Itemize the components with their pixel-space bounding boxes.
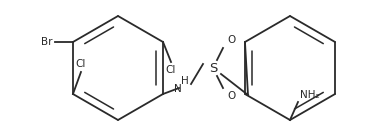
- Text: N: N: [174, 84, 182, 94]
- Text: H: H: [181, 76, 189, 86]
- Text: Br: Br: [41, 37, 53, 47]
- Text: Cl: Cl: [166, 65, 176, 75]
- Text: O: O: [227, 35, 235, 45]
- Text: Cl: Cl: [76, 59, 86, 69]
- Text: O: O: [227, 91, 235, 101]
- Text: S: S: [209, 62, 217, 75]
- Text: NH₂: NH₂: [300, 90, 319, 100]
